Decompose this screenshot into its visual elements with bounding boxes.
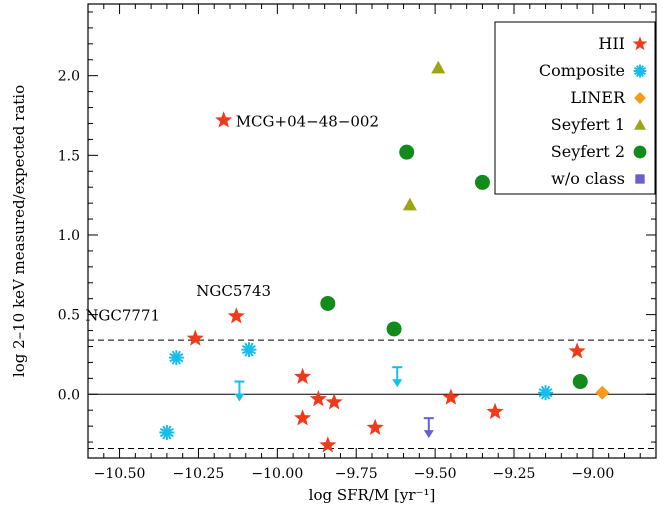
point-hii (319, 436, 337, 453)
y-tick-label: 0.5 (58, 308, 80, 324)
asterisk-stroke (159, 427, 174, 438)
legend-label: Composite (539, 61, 625, 80)
legend-box (494, 21, 656, 195)
point-hii (442, 388, 460, 405)
limit-arrowhead (234, 393, 245, 402)
point-hii (309, 390, 327, 407)
point-hii (568, 342, 586, 359)
x-tick-label: −10.00 (251, 466, 303, 482)
legend-marker (635, 174, 645, 184)
point-hii (366, 418, 384, 436)
annotation-label: NGC7771 (85, 307, 160, 325)
upper-limit-composite (392, 366, 403, 388)
legend-label: LINER (570, 88, 626, 107)
legend-marker (634, 92, 646, 104)
annotation-label: NGC5743 (196, 282, 271, 300)
annotations: MCG+04−48−002 NGC5743 NGC7771 (85, 112, 379, 324)
point-composite (538, 385, 554, 401)
plot-frame (87, 3, 657, 459)
x-tick-label: −10.50 (94, 466, 146, 482)
annotation-label: MCG+04−48−002 (236, 112, 379, 130)
y-tick-label: 1.0 (58, 228, 80, 244)
x-axis-label: log SFR/M [yr⁻¹] (309, 486, 436, 504)
legend-label: Seyfert 2 (551, 142, 625, 161)
limit-arrowhead (423, 430, 434, 439)
point-seyfert-2 (572, 374, 588, 390)
x-tick-label: −9.25 (493, 466, 536, 482)
y-tick-label: 0.0 (58, 387, 80, 403)
x-tick-label: −9.50 (414, 466, 457, 482)
point-hii (215, 111, 233, 128)
point-seyfert-2 (386, 321, 402, 337)
legend: HII Composite LINER Seyfert 1 Seyfert 2 w/o c… (494, 21, 656, 195)
legend-label: HII (598, 34, 625, 53)
limit-arrowhead (392, 379, 403, 388)
point-seyfert-1 (402, 197, 417, 211)
tick-labels: −10.50 −10.25 −10.00 −9.75 −9.50 −9.25 −9.00 0.… (58, 69, 615, 482)
y-tick-label: 2.0 (58, 69, 80, 85)
legend-marker (632, 36, 648, 51)
point-liner (595, 385, 610, 400)
point-hii (294, 409, 312, 426)
x-tick-label: −9.00 (571, 466, 614, 482)
asterisk-stroke (538, 388, 553, 398)
legend-marker (634, 119, 646, 130)
asterisk-stroke (169, 353, 184, 363)
x-tick-label: −9.75 (335, 466, 378, 482)
legend-label: Seyfert 1 (551, 115, 625, 134)
y-axis-label: log 2–10 keV measured/expected ratio (10, 85, 28, 377)
point-seyfert-2 (399, 144, 415, 160)
asterisk-stroke (241, 345, 256, 355)
legend-label: w/o class (551, 169, 625, 188)
point-hii (325, 393, 343, 410)
reference-lines (88, 339, 656, 449)
point-seyfert-1 (431, 60, 446, 74)
upper-limit-w-o-class (423, 417, 434, 439)
point-composite (241, 342, 257, 358)
x-tick-label: −10.25 (173, 466, 225, 482)
point-seyfert-2 (474, 174, 490, 190)
asterisk-stroke (633, 66, 647, 76)
legend-marker (633, 145, 647, 159)
legend-marker (633, 64, 647, 78)
upper-limit-composite (234, 380, 245, 402)
point-hii (227, 307, 245, 324)
point-hii (186, 329, 204, 346)
point-hii (294, 367, 312, 385)
y-tick-label: 1.5 (58, 148, 80, 164)
point-hii (486, 402, 504, 420)
data-points (159, 60, 610, 453)
axis-ticks (87, 4, 657, 458)
point-composite (159, 425, 175, 441)
point-seyfert-2 (320, 295, 336, 311)
point-composite (168, 350, 184, 366)
